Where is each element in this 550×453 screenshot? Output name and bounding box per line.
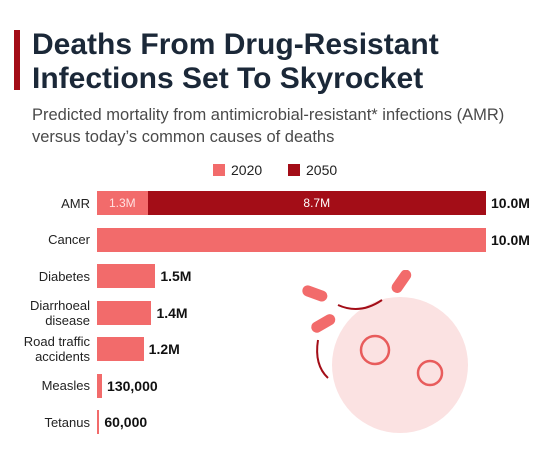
- value-label: 1.3M: [108, 196, 136, 210]
- total-label: 10.0M: [491, 195, 530, 211]
- pills: [302, 270, 412, 333]
- viruses: [359, 334, 444, 387]
- bar: [97, 300, 152, 325]
- category-label: Tetanus: [44, 414, 90, 430]
- bar: [147, 191, 486, 215]
- bar: [97, 373, 103, 398]
- bar: [97, 191, 148, 215]
- chart-subtitle: Predicted mortality from antimicrobial-r…: [32, 106, 505, 146]
- bar: [97, 410, 100, 434]
- backdrop-circle: [332, 297, 468, 433]
- value-label: 10.0M: [491, 231, 530, 248]
- legend-label: 2050: [306, 162, 338, 178]
- category-label: Measles: [41, 378, 90, 393]
- value-label: 1.5M: [160, 268, 192, 284]
- legend-swatch: [288, 164, 300, 176]
- legend-swatch: [213, 164, 225, 176]
- value-label: 1.4M: [156, 304, 188, 321]
- legend-label: 2020: [231, 162, 263, 178]
- chart-title: Deaths From Drug-Resistant Infections Se…: [32, 28, 439, 95]
- category-label: Road traffic accidents: [23, 334, 90, 364]
- category-label: Cancer: [48, 232, 90, 247]
- category-label: AMR: [61, 195, 90, 211]
- bar: [97, 337, 144, 361]
- value-label: 8.7M: [303, 196, 331, 210]
- arrows: [316, 299, 383, 379]
- category-label: Diabetes: [38, 268, 90, 284]
- accent-bar: [14, 30, 20, 90]
- bar: [97, 264, 156, 288]
- bar: [97, 227, 486, 252]
- value-label: 1.2M: [148, 341, 180, 357]
- value-label: 60,000: [104, 414, 148, 430]
- illustration: [302, 270, 468, 433]
- category-label: Diarrhoeal disease: [30, 297, 90, 328]
- value-label: 130,000: [107, 377, 158, 394]
